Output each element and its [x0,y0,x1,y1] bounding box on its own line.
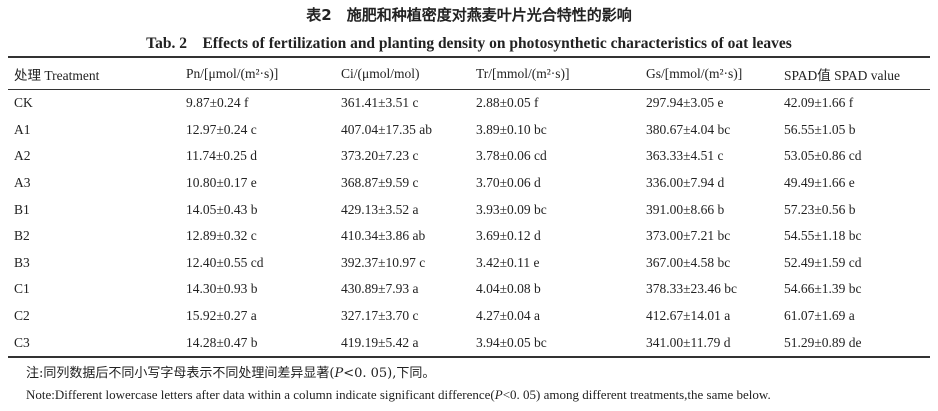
table-row: B2 12.89±0.32 c 410.34±3.86 ab 3.69±0.12 d 3… [8,223,930,250]
value-cell: 11.74±0.25 d [186,148,258,164]
value-cell: 363.33±4.51 c [646,148,724,164]
header-cell: Pn/[μmol/(m²·s)] [186,65,279,81]
value-cell: 391.00±8.66 b [646,201,725,217]
header-cell: 处理 Treatment [14,67,100,83]
treatment-cell: B1 [14,201,30,217]
title-cn: 表2 施肥和种植密度对燕麦叶片光合特性的影响 [306,6,632,24]
value-cell: 10.80±0.17 e [186,175,257,191]
value-cell: 12.89±0.32 c [186,228,257,244]
header-row: 处理 Treatment Pn/[μmol/(m²·s)] Ci/(μmol/mol… [8,57,930,90]
value-cell: 2.88±0.05 f [476,95,539,111]
value-cell: 367.00±4.58 bc [646,254,731,270]
value-cell: 297.94±3.05 e [646,95,724,111]
value-cell: 3.70±0.06 d [476,175,541,191]
value-cell: 430.89±7.93 a [341,281,419,297]
value-cell: 12.40±0.55 cd [186,254,264,270]
value-cell: 361.41±3.51 c [341,95,419,111]
value-cell: 419.19±5.42 a [341,334,419,350]
value-cell: 3.94±0.05 bc [476,334,547,350]
table-row: A2 11.74±0.25 d 373.20±7.23 c 3.78±0.06 cd 3… [8,143,930,170]
value-cell: 4.27±0.04 a [476,308,541,324]
value-cell: 3.89±0.10 bc [476,121,547,137]
treatment-cell: C2 [14,308,30,324]
table-row: B3 12.40±0.55 cd 392.37±10.97 c 3.42±0.11 e… [8,250,930,277]
value-cell: 368.87±9.59 c [341,175,419,191]
value-cell: 14.30±0.93 b [186,281,258,297]
data-table: 处理 Treatment Pn/[μmol/(m²·s)] Ci/(μmol/mol… [8,56,930,358]
value-cell: 412.67±14.01 a [646,308,731,324]
value-cell: 51.29±0.89 de [784,334,862,350]
treatment-cell: A1 [14,121,31,137]
value-cell: 14.28±0.47 b [186,334,258,350]
value-cell: 49.49±1.66 e [784,175,855,191]
value-cell: 373.20±7.23 c [341,148,419,164]
header-cell: Ci/(μmol/mol) [341,65,420,81]
value-cell: 9.87±0.24 f [186,95,249,111]
value-cell: 336.00±7.94 d [646,175,725,191]
italic-symbol: P [494,387,503,402]
value-cell: 3.42±0.11 e [476,254,540,270]
value-cell: 42.09±1.66 f [784,95,854,111]
value-cell: 380.67±4.04 bc [646,121,731,137]
header-cell: Gs/[mmol/(m²·s)] [646,65,743,81]
value-cell: 373.00±7.21 bc [646,228,731,244]
value-cell: 327.17±3.70 c [341,308,419,324]
value-cell: 429.13±3.52 a [341,201,419,217]
value-cell: 410.34±3.86 ab [341,228,426,244]
value-cell: 3.78±0.06 cd [476,148,547,164]
value-cell: 54.66±1.39 bc [784,281,862,297]
value-cell: 407.04±17.35 ab [341,121,433,137]
value-cell: 378.33±23.46 bc [646,281,738,297]
table-row: C3 14.28±0.47 b 419.19±5.42 a 3.94±0.05 bc 3… [8,329,930,357]
value-cell: 14.05±0.43 b [186,201,258,217]
table-row: A1 12.97±0.24 c 407.04±17.35 ab 3.89±0.10 b… [8,117,930,144]
treatment-cell: B3 [14,254,30,270]
note-text: <0. 05),下同。 [343,366,436,381]
value-cell: 53.05±0.86 cd [784,148,862,164]
value-cell: 61.07±1.69 a [784,308,855,324]
treatment-cell: C1 [14,281,30,297]
value-cell: 392.37±10.97 c [341,254,426,270]
note-en: Note:Different lowercase letters after d… [26,387,771,403]
table-row: A3 10.80±0.17 e 368.87±9.59 c 3.70±0.06 d 33… [8,170,930,197]
note-cn: 注:同列数据后不同小写字母表示不同处理间差异显著(P<0. 05),下同。 [26,362,435,381]
value-cell: 54.55±1.18 bc [784,228,862,244]
value-cell: 52.49±1.59 cd [784,254,862,270]
value-cell: 341.00±11.79 d [646,334,731,350]
header-cell: Tr/[mmol/(m²·s)] [476,65,570,81]
treatment-cell: A3 [14,175,31,191]
note-text: 注:同列数据后不同小写字母表示不同处理间差异显著( [26,366,335,381]
treatment-cell: C3 [14,334,30,350]
header-cell: SPAD值 SPAD value [784,67,901,83]
value-cell: 12.97±0.24 c [186,121,257,137]
treatment-cell: A2 [14,148,31,164]
title-en: Tab. 2 Effects of fertilization and plan… [146,35,792,52]
note-text: <0. 05) among different treatments,the s… [502,387,771,402]
table-row: C1 14.30±0.93 b 430.89±7.93 a 4.04±0.08 b 37… [8,276,930,303]
value-cell: 4.04±0.08 b [476,281,541,297]
value-cell: 15.92±0.27 a [186,308,257,324]
treatment-cell: B2 [14,228,30,244]
treatment-cell: CK [14,95,33,111]
value-cell: 3.93±0.09 bc [476,201,547,217]
table-row: C2 15.92±0.27 a 327.17±3.70 c 4.27±0.04 a 41… [8,303,930,330]
value-cell: 57.23±0.56 b [784,201,856,217]
value-cell: 56.55±1.05 b [784,121,856,137]
table-row: B1 14.05±0.43 b 429.13±3.52 a 3.93±0.09 bc 3… [8,196,930,223]
table-row: CK 9.87±0.24 f 361.41±3.51 c 2.88±0.05 f 297… [8,90,930,117]
italic-symbol: P [334,366,344,381]
note-text: Note:Different lowercase letters after d… [26,387,495,402]
value-cell: 3.69±0.12 d [476,228,541,244]
